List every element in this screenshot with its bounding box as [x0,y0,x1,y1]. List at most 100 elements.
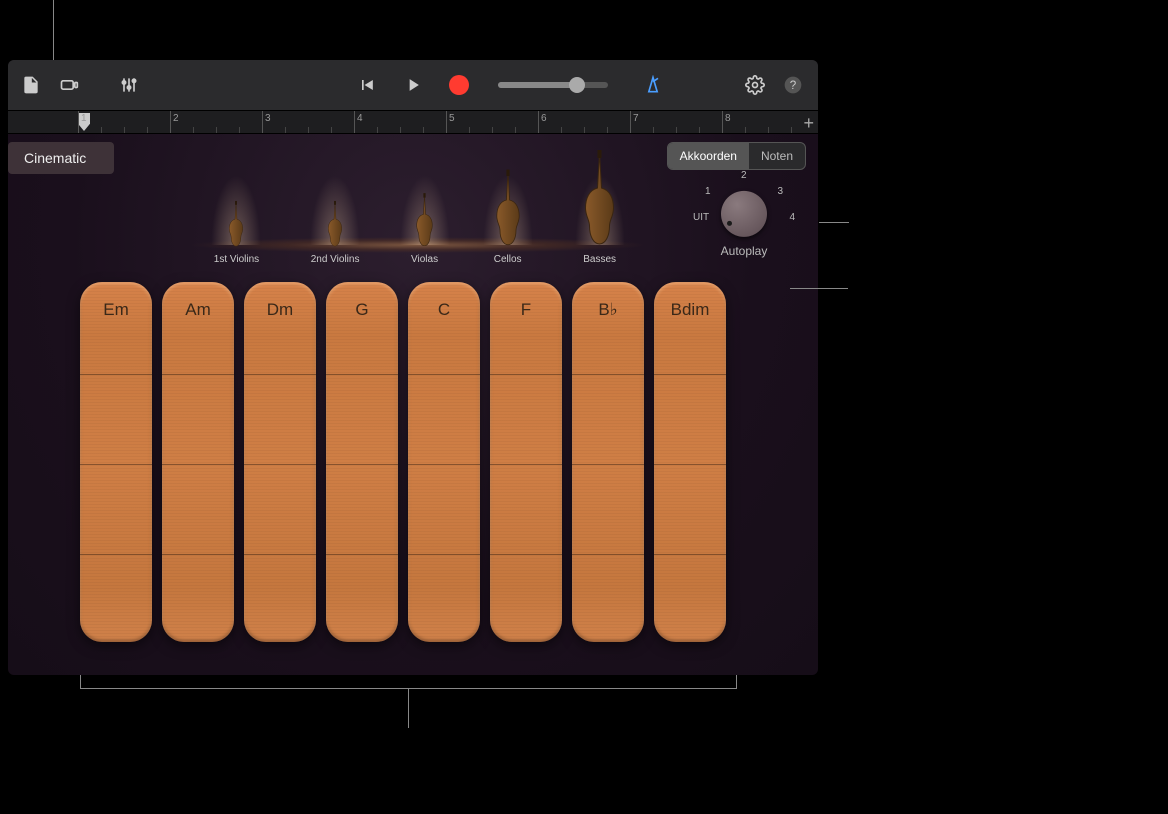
autoplay-pos-2: 2 [741,170,747,181]
string-instrument-icon [412,192,437,248]
instrument-label: 2nd Violins [311,254,360,265]
string-instrument-icon [577,148,622,248]
string-instrument-icon [490,168,526,248]
timeline-ruler[interactable]: + 12345678 [8,110,818,134]
ruler-minor-tick [147,127,148,133]
autoplay-off-label: UIT [693,212,709,223]
chord-segment-divider [244,374,316,375]
ruler-minor-tick [584,127,585,133]
play-button[interactable] [393,68,433,102]
project-button[interactable] [14,68,48,102]
metronome-button[interactable] [636,68,670,102]
ruler-tick [722,111,723,133]
autoplay-dial-indicator [727,221,732,226]
preset-name: Cinematic [24,150,86,166]
ruler-minor-tick [676,127,677,133]
ruler-minor-tick [653,127,654,133]
chord-strip-c[interactable]: C [408,282,480,642]
chord-segment-divider [326,464,398,465]
mode-notes-button[interactable]: Noten [749,143,805,169]
chord-segment-divider [244,554,316,555]
callout-line [80,675,81,689]
chord-segment-divider [572,554,644,555]
help-button[interactable]: ? [776,68,810,102]
ruler-bar-label: 2 [173,113,179,124]
rewind-button[interactable] [347,68,387,102]
ruler-minor-tick [400,127,401,133]
ruler-minor-tick [101,127,102,133]
chord-segment-divider [326,374,398,375]
callout-line [408,688,409,728]
callout-line [790,288,848,289]
preset-badge[interactable]: Cinematic [8,142,114,174]
chord-strip-dm[interactable]: Dm [244,282,316,642]
ruler-minor-tick [377,127,378,133]
ruler-bar-label: 3 [265,113,271,124]
ruler-minor-tick [239,127,240,133]
ruler-minor-tick [124,127,125,133]
callout-line [53,0,54,60]
instrument-basses[interactable]: Basses [577,148,622,265]
autoplay-title: Autoplay [684,244,804,258]
chord-label: C [408,282,480,320]
chord-label: Dm [244,282,316,320]
chord-segment-divider [326,554,398,555]
chord-segment-divider [80,374,152,375]
callout-line [819,222,849,223]
chord-label: F [490,282,562,320]
ruler-bar-label: 6 [541,113,547,124]
record-button[interactable] [439,68,479,102]
chord-strip-am[interactable]: Am [162,282,234,642]
ruler-tick [262,111,263,133]
ruler-minor-tick [768,127,769,133]
chord-segment-divider [408,554,480,555]
chord-segment-divider [490,554,562,555]
volume-fill [498,82,577,88]
chord-area: EmAm Dm GCF B♭ Bdim [80,282,726,642]
chord-segment-divider [162,464,234,465]
ruler-minor-tick [193,127,194,133]
ruler-bar-label: 7 [633,113,639,124]
mode-toggle: Akkoorden Noten [667,142,806,170]
chord-strip-f[interactable]: F [490,282,562,642]
instrument-label: Basses [583,254,616,265]
chord-segment-divider [490,374,562,375]
chord-strip-bflat[interactable]: B♭ [572,282,644,642]
instrument-2nd-violins[interactable]: 2nd Violins [311,200,360,265]
chord-strip-g[interactable]: G [326,282,398,642]
instrument-stage: 1st Violins 2nd Violins Violas Cellos Basses [188,135,648,265]
track-view-button[interactable] [52,68,86,102]
chord-segment-divider [244,464,316,465]
ruler-tick [170,111,171,133]
ruler-minor-tick [285,127,286,133]
chord-strip-bdim[interactable]: Bdim [654,282,726,642]
chord-label: Bdim [654,282,726,320]
ruler-minor-tick [331,127,332,133]
volume-knob[interactable] [569,77,585,93]
ruler-minor-tick [699,127,700,133]
autoplay-pos-3: 3 [777,186,783,197]
instrument-label: Cellos [494,254,522,265]
chord-segment-divider [408,464,480,465]
autoplay-control: UIT 1 2 3 4 Autoplay [684,172,804,258]
chord-segment-divider [162,554,234,555]
callout-line [736,675,737,689]
instrument-violas[interactable]: Violas [411,192,438,265]
instrument-cellos[interactable]: Cellos [490,168,526,265]
chord-segment-divider [572,464,644,465]
mode-chords-button[interactable]: Akkoorden [668,143,749,169]
instrument-1st-violins[interactable]: 1st Violins [214,200,259,265]
svg-text:?: ? [790,79,797,92]
mixer-button[interactable] [112,68,146,102]
ruler-minor-tick [469,127,470,133]
chord-strip-em[interactable]: Em [80,282,152,642]
app-window: ? + 12345678 Cinematic Akkoorden Noten 1… [8,60,818,675]
string-instrument-icon [225,200,247,248]
add-section-button[interactable]: + [803,113,814,134]
volume-slider[interactable] [498,82,608,88]
instrument-label: Violas [411,254,438,265]
chord-label: B♭ [572,282,644,320]
ruler-minor-tick [607,127,608,133]
autoplay-dial[interactable] [721,191,767,237]
settings-button[interactable] [738,68,772,102]
